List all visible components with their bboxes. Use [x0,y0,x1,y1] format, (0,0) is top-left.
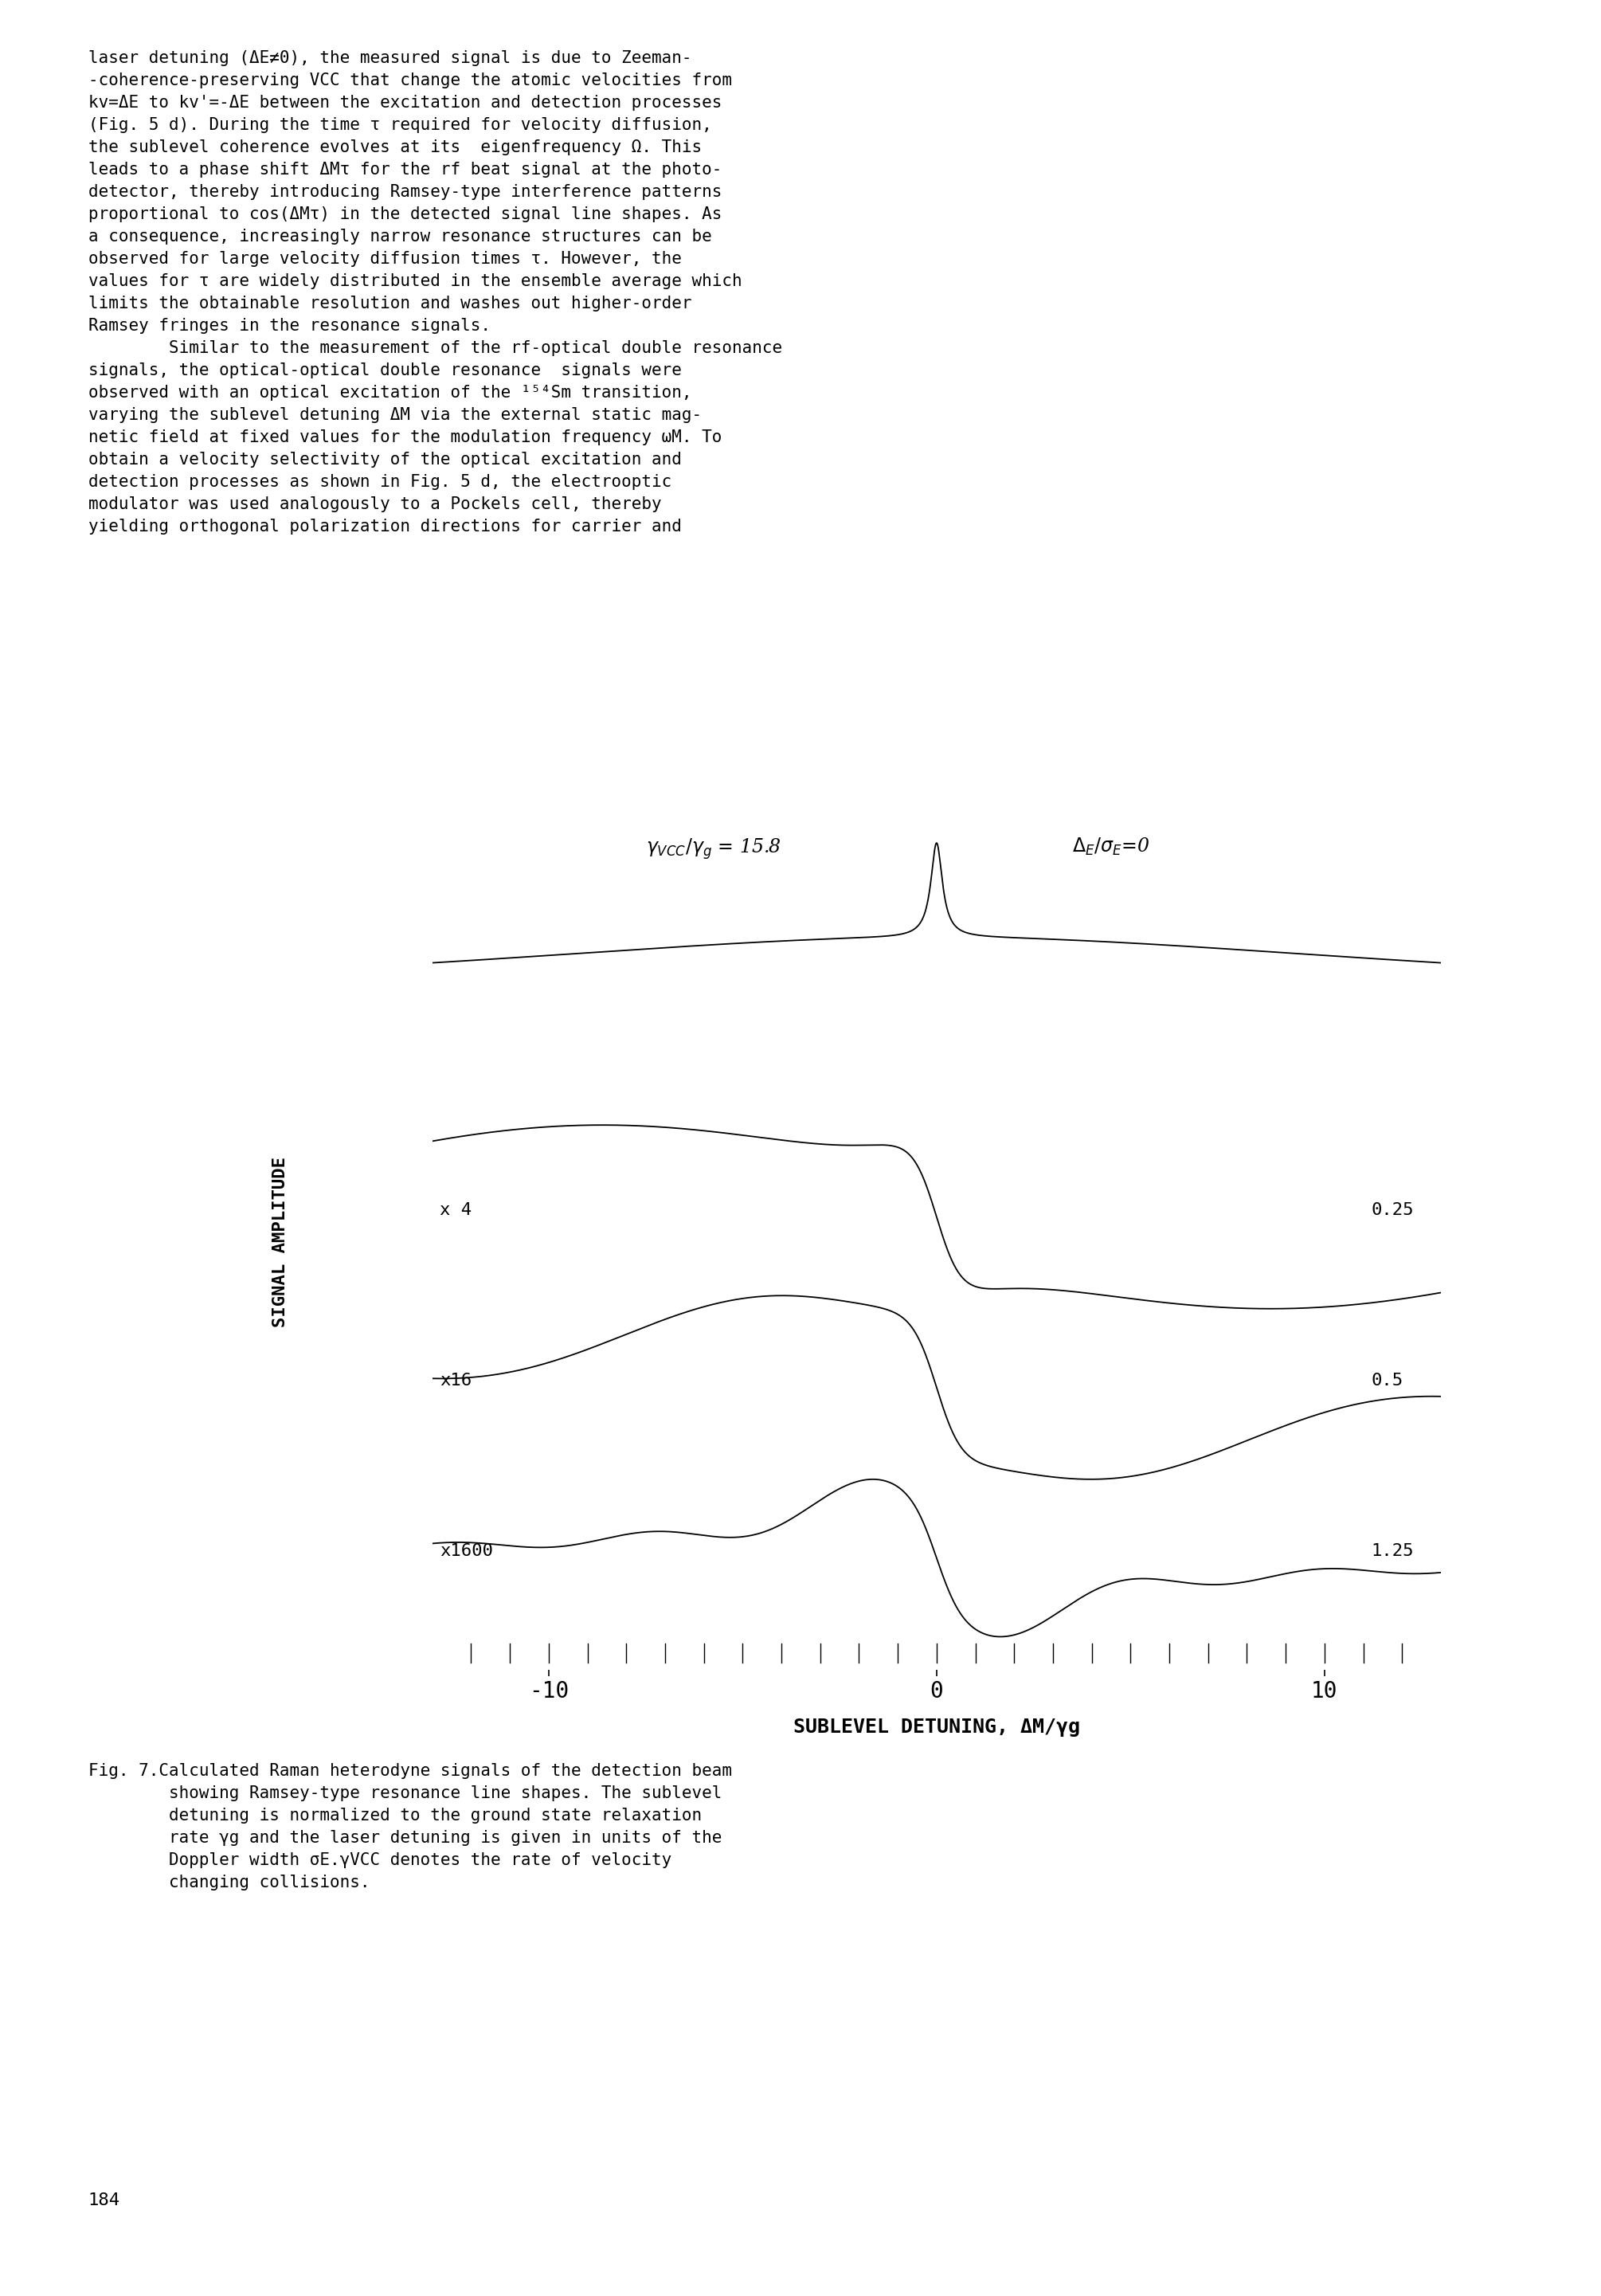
Text: laser detuning (ΔE≠0), the measured signal is due to Zeeman-
-coherence-preservi: laser detuning (ΔE≠0), the measured sign… [88,51,781,535]
Text: $\Delta_E/\sigma_E$=0: $\Delta_E/\sigma_E$=0 [1073,836,1150,856]
Text: 1.25: 1.25 [1370,1543,1414,1559]
Text: $\gamma_{VCC}/\gamma_g$ = 15.8: $\gamma_{VCC}/\gamma_g$ = 15.8 [645,836,781,861]
Text: SIGNAL AMPLITUDE: SIGNAL AMPLITUDE [272,1157,288,1327]
Text: 0.25: 0.25 [1370,1203,1414,1219]
X-axis label: SUBLEVEL DETUNING, ΔM/γg: SUBLEVEL DETUNING, ΔM/γg [792,1717,1081,1736]
Text: x 4: x 4 [440,1203,472,1219]
Text: 184: 184 [88,2193,120,2209]
Text: 0.5: 0.5 [1370,1373,1402,1389]
Text: x1600: x1600 [440,1543,493,1559]
Text: x16: x16 [440,1373,472,1389]
Text: Fig. 7.Calculated Raman heterodyne signals of the detection beam
        showing: Fig. 7.Calculated Raman heterodyne signa… [88,1763,732,1892]
